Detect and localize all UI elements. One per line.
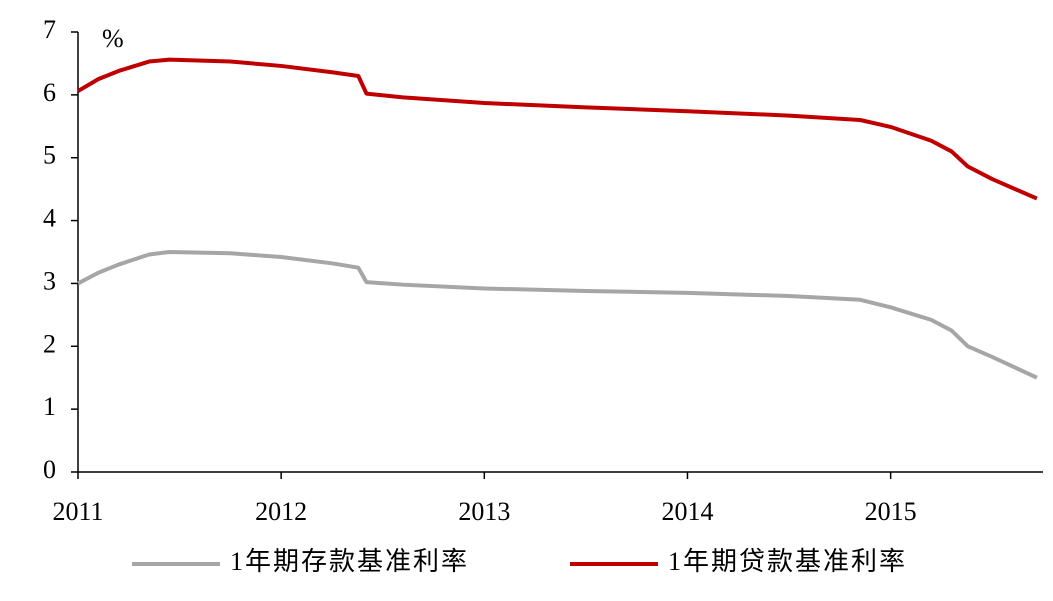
unit-label: % (102, 24, 124, 53)
y-tick-label: 5 (43, 141, 56, 170)
x-tick-label: 2011 (52, 497, 103, 526)
legend-label: 1年期存款基准利率 (230, 547, 469, 576)
y-tick-label: 1 (43, 392, 56, 421)
legend-label: 1年期贷款基准利率 (668, 547, 907, 576)
series-line (77, 250, 1038, 380)
x-tick-label: 2013 (458, 497, 510, 526)
x-tick-label: 2015 (865, 497, 917, 526)
y-tick-label: 4 (43, 204, 56, 233)
y-tick-label: 0 (43, 455, 56, 484)
x-tick-label: 2014 (661, 497, 713, 526)
series-line (76, 57, 1038, 201)
x-tick-label: 2012 (255, 497, 307, 526)
y-tick-label: 6 (43, 78, 56, 107)
y-tick-label: 3 (43, 266, 56, 295)
y-tick-label: 7 (43, 15, 56, 44)
y-tick-label: 2 (43, 329, 56, 358)
